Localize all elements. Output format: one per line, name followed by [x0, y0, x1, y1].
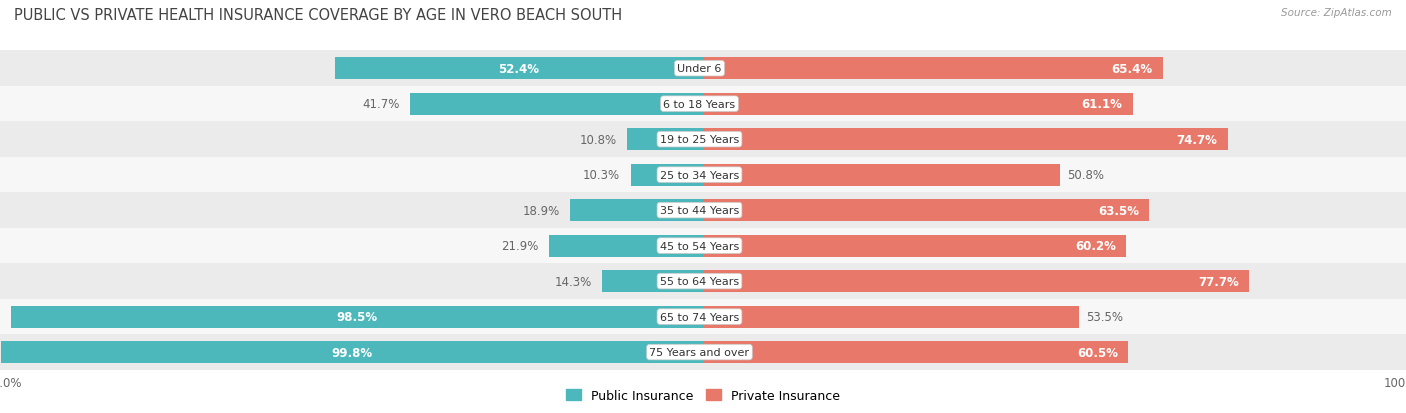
- Bar: [703, 264, 1406, 299]
- Bar: [1, 341, 703, 363]
- Bar: [603, 271, 703, 292]
- Text: 35 to 44 Years: 35 to 44 Years: [659, 206, 740, 216]
- Text: 63.5%: 63.5%: [1098, 204, 1139, 217]
- Text: 50.8%: 50.8%: [1067, 169, 1104, 182]
- Text: 53.5%: 53.5%: [1087, 310, 1123, 323]
- Text: 60.5%: 60.5%: [1077, 346, 1118, 359]
- Bar: [703, 335, 1406, 370]
- Text: Source: ZipAtlas.com: Source: ZipAtlas.com: [1281, 8, 1392, 18]
- Bar: [703, 235, 1126, 257]
- Bar: [630, 164, 703, 186]
- Bar: [0, 228, 703, 264]
- Legend: Public Insurance, Private Insurance: Public Insurance, Private Insurance: [561, 384, 845, 407]
- Text: 10.8%: 10.8%: [579, 133, 616, 146]
- Text: 65.4%: 65.4%: [1111, 62, 1153, 76]
- Bar: [10, 306, 703, 328]
- Bar: [703, 193, 1406, 228]
- Text: 65 to 74 Years: 65 to 74 Years: [659, 312, 740, 322]
- Text: 52.4%: 52.4%: [498, 62, 540, 76]
- Text: 18.9%: 18.9%: [523, 204, 560, 217]
- Text: 61.1%: 61.1%: [1081, 98, 1122, 111]
- Bar: [703, 199, 1150, 222]
- Bar: [0, 299, 703, 335]
- Text: 21.9%: 21.9%: [501, 240, 538, 252]
- Bar: [703, 122, 1406, 157]
- Text: 77.7%: 77.7%: [1198, 275, 1239, 288]
- Bar: [703, 299, 1406, 335]
- Bar: [548, 235, 703, 257]
- Text: PUBLIC VS PRIVATE HEALTH INSURANCE COVERAGE BY AGE IN VERO BEACH SOUTH: PUBLIC VS PRIVATE HEALTH INSURANCE COVER…: [14, 8, 623, 23]
- Bar: [703, 228, 1406, 264]
- Text: 6 to 18 Years: 6 to 18 Years: [664, 100, 735, 109]
- Bar: [0, 122, 703, 157]
- Text: 14.3%: 14.3%: [555, 275, 592, 288]
- Bar: [703, 306, 1080, 328]
- Bar: [703, 58, 1163, 80]
- Bar: [0, 335, 703, 370]
- Bar: [0, 157, 703, 193]
- Text: Under 6: Under 6: [678, 64, 721, 74]
- Text: 60.2%: 60.2%: [1074, 240, 1116, 252]
- Bar: [0, 51, 703, 87]
- Bar: [703, 129, 1229, 151]
- Bar: [335, 58, 703, 80]
- Text: 19 to 25 Years: 19 to 25 Years: [659, 135, 740, 145]
- Text: 10.3%: 10.3%: [583, 169, 620, 182]
- Bar: [627, 129, 703, 151]
- Bar: [411, 93, 703, 115]
- Bar: [0, 87, 703, 122]
- Text: 41.7%: 41.7%: [361, 98, 399, 111]
- Bar: [703, 51, 1406, 87]
- Bar: [703, 93, 1133, 115]
- Bar: [703, 87, 1406, 122]
- Text: 99.8%: 99.8%: [332, 346, 373, 359]
- Bar: [703, 164, 1060, 186]
- Text: 45 to 54 Years: 45 to 54 Years: [659, 241, 740, 251]
- Text: 98.5%: 98.5%: [336, 310, 377, 323]
- Text: 75 Years and over: 75 Years and over: [650, 347, 749, 357]
- Bar: [0, 193, 703, 228]
- Bar: [703, 271, 1250, 292]
- Bar: [703, 157, 1406, 193]
- Bar: [0, 264, 703, 299]
- Text: 55 to 64 Years: 55 to 64 Years: [659, 276, 740, 287]
- Text: 25 to 34 Years: 25 to 34 Years: [659, 170, 740, 180]
- Bar: [703, 341, 1129, 363]
- Text: 74.7%: 74.7%: [1177, 133, 1218, 146]
- Bar: [571, 199, 703, 222]
